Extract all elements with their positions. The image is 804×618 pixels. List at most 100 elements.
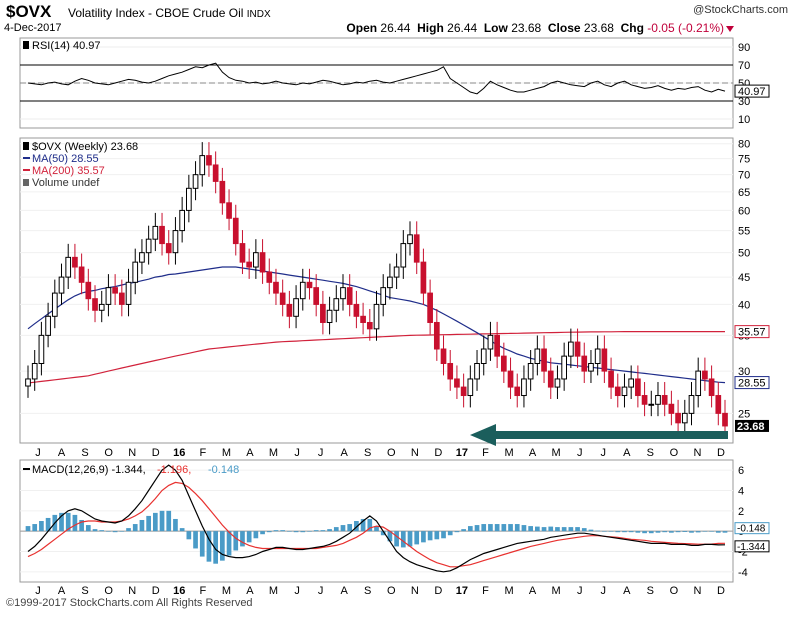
- stock-chart: 90 70 50 30 10 40.97 RSI(14) 40.97 80 75 70 65 60 55…: [19, 37, 770, 595]
- candle-body: [628, 378, 635, 388]
- candle-body: [715, 395, 722, 414]
- candle-body: [702, 370, 708, 380]
- macd-x-label: J: [318, 585, 324, 595]
- candle-body: [688, 395, 695, 414]
- candle-body: [219, 180, 226, 204]
- symbol-description: Volatility Index - CBOE Crude Oil INDX: [68, 6, 271, 20]
- macd-histogram-bar: [467, 526, 473, 532]
- candle-body: [259, 252, 266, 273]
- price-x-label: J: [294, 447, 300, 459]
- macd-histogram-bar: [199, 531, 205, 557]
- candle-body: [165, 243, 172, 254]
- candle-body: [480, 348, 487, 364]
- macd-histogram-bar: [447, 531, 453, 536]
- price-x-label: A: [58, 447, 66, 459]
- price-x-label: S: [364, 447, 371, 459]
- macd-histogram-bar: [461, 529, 466, 532]
- macd-hist-value-box: [734, 522, 770, 535]
- low-value: 23.68: [511, 21, 542, 35]
- candle-body: [172, 230, 179, 254]
- candle-body: [206, 155, 212, 166]
- candle-body: [380, 287, 387, 305]
- candle-body: [574, 341, 581, 357]
- candle-body: [366, 321, 373, 330]
- macd-x-label: A: [341, 585, 349, 595]
- macd-x-label: A: [623, 585, 631, 595]
- macd-x-label: A: [58, 585, 66, 595]
- macd-histogram-bar: [508, 524, 513, 532]
- macd-x-label: N: [128, 585, 136, 595]
- macd-x-label: D: [152, 585, 160, 595]
- candle-body: [112, 287, 118, 294]
- macd-histogram-bar: [648, 531, 654, 534]
- price-x-label: A: [529, 447, 537, 459]
- candle-body: [681, 412, 688, 424]
- quote-bar: Open 26.44 High 26.44 Low 23.68 Close 23…: [346, 21, 734, 35]
- price-panel-frame: [19, 137, 734, 444]
- candle-body: [293, 298, 299, 317]
- candle-body: [440, 348, 447, 364]
- candle-body: [494, 334, 500, 357]
- candle-body: [675, 412, 681, 424]
- macd-x-label: S: [647, 585, 654, 595]
- macd-histogram-bar: [206, 531, 212, 562]
- macd-legend-prefix: MACD(12,26,9) -1.344,: [32, 464, 146, 476]
- rsi-value-label: 40.97: [738, 86, 766, 98]
- macd-x-label: M: [269, 585, 278, 595]
- price-x-label: N: [693, 447, 701, 459]
- price-tick-label: 55: [738, 226, 750, 238]
- price-tick-label: 25: [738, 408, 750, 420]
- candle-body: [31, 362, 38, 380]
- macd-tick-label: 4: [738, 486, 744, 498]
- macd-x-label: J: [600, 585, 606, 595]
- macd-histogram-bar: [702, 531, 708, 532]
- macd-value-box: [734, 540, 770, 553]
- macd-x-label: O: [670, 585, 679, 595]
- price-x-label: M: [222, 447, 231, 459]
- macd-histogram-bar: [59, 512, 64, 532]
- macd-histogram-bar: [642, 531, 647, 534]
- macd-histogram-bar: [635, 531, 641, 533]
- candle-body: [655, 395, 661, 405]
- macd-histogram-bar: [240, 531, 245, 547]
- price-x-label: J: [577, 447, 583, 459]
- macd-x-label: D: [434, 585, 442, 595]
- macd-x-label: M: [222, 585, 231, 595]
- macd-histogram-bar: [313, 530, 319, 532]
- price-x-label: J: [600, 447, 606, 459]
- candle-body: [413, 234, 420, 263]
- close-value: 23.68: [583, 21, 614, 35]
- candle-body: [85, 281, 92, 300]
- ma50-legend: MA(50) 28.55: [32, 153, 99, 165]
- candle-body: [541, 348, 547, 372]
- candle-body: [594, 348, 601, 364]
- price-x-label: N: [411, 447, 419, 459]
- price-x-label: D: [717, 447, 725, 459]
- high-label: High: [417, 21, 444, 35]
- chart-date: 4-Dec-2017: [4, 22, 62, 34]
- price-tick-label: 70: [738, 170, 750, 182]
- macd-histogram-bar: [146, 515, 151, 532]
- macd-x-label: J: [35, 585, 41, 595]
- macd-histogram-bar: [568, 527, 574, 532]
- price-x-label: N: [128, 447, 136, 459]
- macd-x-label: J: [294, 585, 300, 595]
- candle-body: [186, 187, 192, 211]
- macd-histogram-bar: [273, 530, 279, 532]
- candle-body: [239, 243, 246, 263]
- macd-histogram-bar: [132, 524, 138, 532]
- ma200-value-label: 35.57: [738, 327, 766, 339]
- high-value: 26.44: [447, 21, 478, 35]
- macd-histogram-bar: [541, 527, 547, 532]
- candle-body: [400, 243, 407, 268]
- macd-histogram-bar: [139, 519, 145, 532]
- low-label: Low: [483, 21, 508, 35]
- macd-x-label: O: [104, 585, 113, 595]
- brand-logo[interactable]: @StockCharts.com: [693, 4, 788, 16]
- price-x-label: J: [318, 447, 324, 459]
- rsi-tick-label: 10: [738, 114, 750, 126]
- rsi-value-box: [734, 84, 770, 98]
- macd-histogram-bar: [152, 512, 158, 532]
- candle-body: [286, 303, 293, 317]
- macd-x-label: O: [387, 585, 396, 595]
